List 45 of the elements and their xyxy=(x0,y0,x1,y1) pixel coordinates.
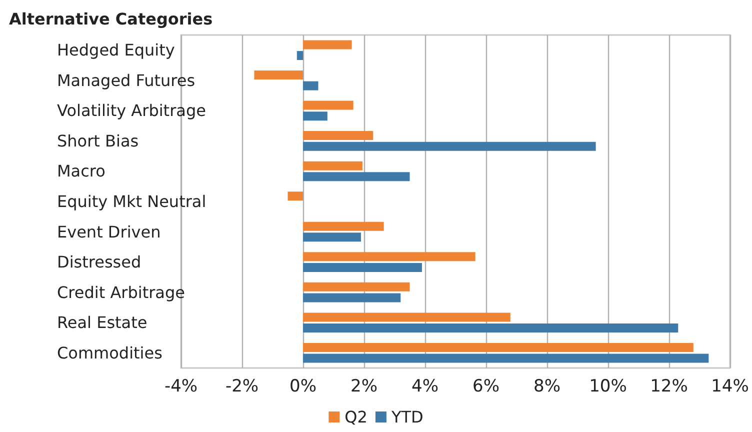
x-tick-label: 0% xyxy=(290,376,316,396)
y-tick-label: Volatility Arbitrage xyxy=(57,101,206,120)
x-tick-label: 2% xyxy=(350,376,378,396)
y-tick-label: Short Bias xyxy=(57,131,139,150)
bar xyxy=(303,161,362,170)
y-tick-label: Credit Arbitrage xyxy=(57,282,185,302)
bar xyxy=(303,262,422,272)
bar xyxy=(303,112,328,121)
bar xyxy=(303,222,384,231)
x-tick-label: 14% xyxy=(711,376,749,396)
x-tick-label: 10% xyxy=(589,376,627,396)
y-tick-label: Event Driven xyxy=(57,222,161,242)
y-tick-label: Distressed xyxy=(57,252,142,272)
bar xyxy=(303,312,510,322)
x-tick-label: -4% xyxy=(164,376,198,396)
bar xyxy=(303,81,318,90)
bar xyxy=(254,70,303,80)
y-tick-label: Hedged Equity xyxy=(57,40,175,60)
bar xyxy=(303,354,709,363)
bar xyxy=(303,342,694,352)
x-tick-label: 12% xyxy=(650,376,688,396)
y-tick-label: Commodities xyxy=(57,343,162,362)
bar xyxy=(303,282,410,292)
chart-title: Alternative Categories xyxy=(9,10,213,28)
y-tick-label: Macro xyxy=(57,162,106,181)
y-tick-label: Equity Mkt Neutral xyxy=(57,192,206,211)
x-tick-label: 4% xyxy=(412,376,438,396)
bar xyxy=(303,172,410,182)
legend-label: Q2 xyxy=(344,408,368,426)
bar xyxy=(303,142,596,151)
bar xyxy=(303,40,352,50)
x-tick-label: 6% xyxy=(472,376,500,396)
bar xyxy=(303,232,361,242)
bar xyxy=(303,100,354,110)
bar xyxy=(288,192,303,201)
bar xyxy=(303,252,476,262)
bar xyxy=(303,323,678,332)
x-tick-label: -2% xyxy=(225,376,259,396)
bar xyxy=(303,131,374,140)
y-tick-label: Managed Futures xyxy=(57,70,196,90)
y-tick-label: Real Estate xyxy=(57,313,148,332)
legend-label: YTD xyxy=(390,408,424,426)
x-tick-label: 8% xyxy=(534,376,560,396)
bar xyxy=(303,293,401,302)
bar xyxy=(296,51,303,60)
